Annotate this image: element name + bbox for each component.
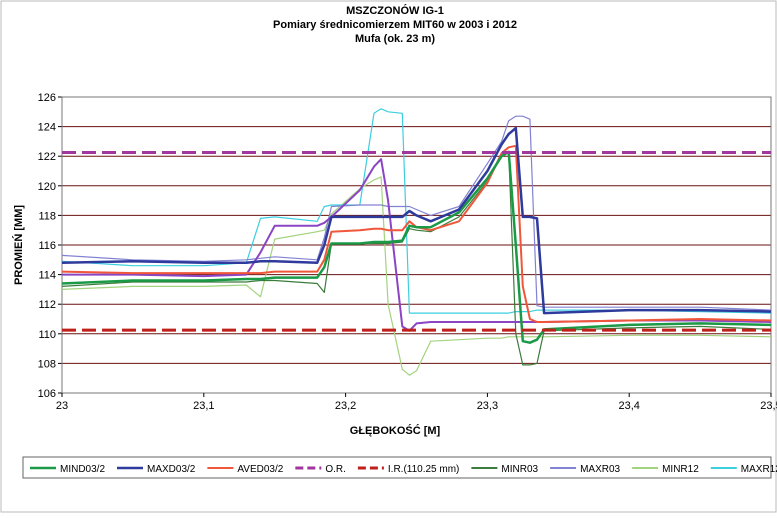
- x-tick-label: 23,4: [618, 400, 639, 412]
- legend-box: [22, 456, 772, 479]
- x-tick-label: 23,5: [760, 400, 777, 412]
- series-line: [61, 126, 772, 315]
- series-line: [61, 176, 772, 376]
- y-tick-label: 106: [38, 388, 56, 400]
- x-axis-label: GŁĘBOKOŚĆ [M]: [350, 424, 441, 437]
- y-tick-label: 114: [38, 270, 56, 282]
- series-line: [61, 108, 772, 314]
- series-line: [61, 115, 772, 311]
- series-line: [61, 151, 772, 366]
- chart-subtitle: Mufa (ok. 23 m): [355, 33, 435, 45]
- legend-label: MIND03/2: [60, 464, 105, 475]
- legend-label: MINR12: [662, 464, 699, 475]
- y-axis-label: PROMIEŃ [MM]: [12, 205, 25, 285]
- legend-label: MAXR12: [741, 464, 777, 475]
- y-tick-label: 112: [38, 299, 56, 311]
- legend-label: MAXR03: [580, 464, 620, 475]
- y-tick-label: 108: [38, 358, 56, 370]
- legend-label: MAXD03/2: [147, 464, 196, 475]
- legend-label: MINR03: [501, 464, 538, 475]
- y-tick-label: 126: [38, 92, 56, 104]
- y-tick-label: 120: [38, 181, 56, 193]
- y-tick-label: 116: [38, 240, 56, 252]
- legend-label: O.R.: [325, 464, 346, 475]
- x-tick-label: 23,2: [335, 400, 356, 412]
- chart-subtitle: Pomiary średnicomierzem MIT60 w 2003 i 2…: [273, 19, 517, 31]
- chart-title: MSZCZONÓW IG-1: [346, 4, 444, 17]
- y-tick-label: 124: [38, 122, 56, 134]
- legend-label: AVED03/2: [237, 464, 283, 475]
- x-tick-label: 23: [56, 400, 68, 412]
- series-line: [61, 150, 772, 344]
- plot-border: [61, 96, 772, 394]
- x-tick-label: 23,1: [193, 400, 214, 412]
- y-tick-label: 122: [38, 151, 56, 163]
- y-tick-label: 118: [38, 210, 56, 222]
- x-tick-label: 23,3: [477, 400, 498, 412]
- y-tick-label: 110: [38, 329, 56, 341]
- series-line: [61, 144, 772, 323]
- legend-label: I.R.(110.25 mm): [388, 464, 460, 475]
